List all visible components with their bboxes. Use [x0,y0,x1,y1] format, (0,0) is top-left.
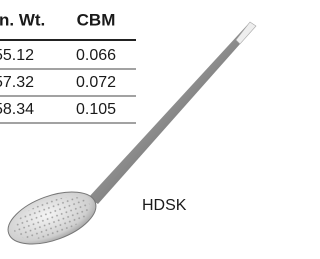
product-label: HDSK [142,197,187,214]
cell: 58.34 [0,101,34,118]
column-header: n. Wt. [0,10,45,29]
cell: 55.12 [0,47,34,64]
cell: 0.072 [76,74,116,91]
cell: 0.066 [76,47,116,64]
column-header: CBM [77,10,116,29]
page: {"table": {"headers": ["n. Wt.", "CBM"],… [0,0,273,259]
cell: 57.32 [0,74,34,91]
skimmer-image [1,22,256,254]
cell: 0.105 [76,101,116,118]
catalog-snippet: n. Wt. CBM 55.12 0.066 57.32 0.072 58.34… [0,0,273,259]
